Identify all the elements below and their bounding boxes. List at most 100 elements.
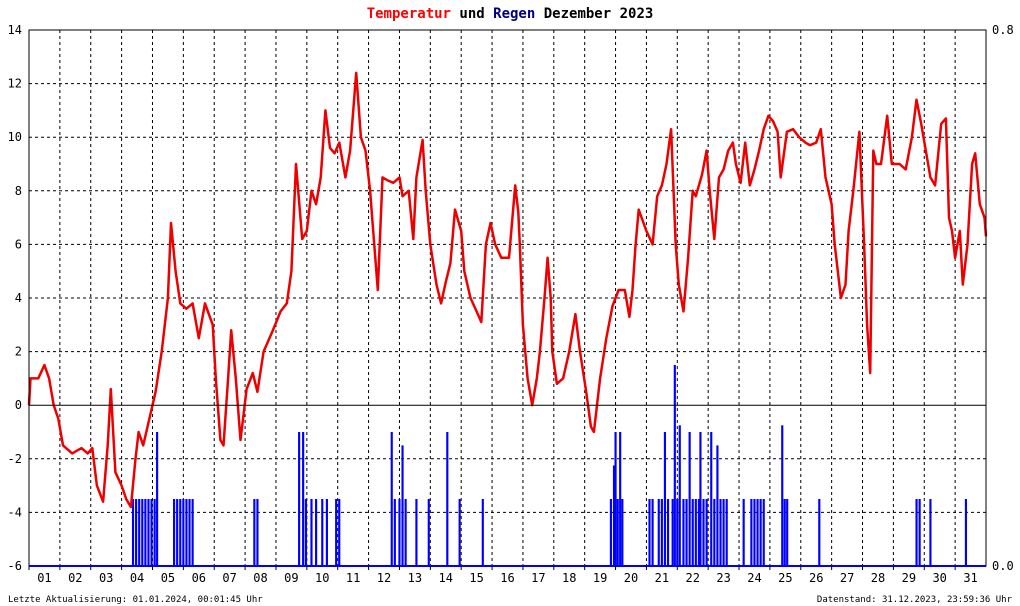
y-tick-label: 6 [15,237,22,251]
x-tick-label: 27 [840,571,854,585]
x-tick-label: 09 [284,571,298,585]
axes [28,29,987,570]
rain-bar [141,499,144,566]
rain-bar [710,432,713,566]
rain-bar [404,499,407,566]
rain-bar [691,499,694,566]
title-part-temperatur: Temperatur [367,6,451,22]
x-tick-label: 08 [253,571,267,585]
rain-bar [964,499,968,566]
rain-bar [685,499,688,566]
rain-bar [176,499,179,566]
rain-bar [138,499,141,566]
rain-bar [612,465,616,566]
x-tick-label: 12 [377,571,391,585]
rain-bar [401,445,404,566]
x-tick-label: 03 [99,571,113,585]
rain-bar [663,432,667,566]
x-tick-label: 11 [346,571,360,585]
x-tick-label: 07 [222,571,236,585]
y-tick-label: 12 [8,77,22,91]
footer-right: Datenstand: 31.12.2023, 23:59:36 Uhr [817,595,1013,605]
rain-bar [762,499,765,566]
rain-bar [481,499,484,566]
rain-bar [918,499,921,566]
y2-tick-label: 0.0 [992,559,1014,573]
x-tick-label: 30 [932,571,946,585]
rain-bar [415,499,418,566]
y-tick-label: 10 [8,130,22,144]
rain-bar [705,499,708,566]
title-part-month: Dezember 2023 [535,6,653,22]
rain-bar [713,499,716,566]
x-tick-label: 28 [871,571,885,585]
rain-bar [614,432,617,566]
rain-bar [673,365,676,566]
y-tick-label: -6 [8,559,22,573]
rain-bar [253,499,256,566]
temperature-series-line [27,71,988,509]
rain-bar [702,499,705,566]
rain-bar [716,445,719,566]
rain-bar [753,499,756,566]
x-tick-label: 06 [192,571,206,585]
x-tick-labels: 01 02 03 04 05 06 07 08 09 10 11 12 13 14 15 16 17 18 19 20… [37,571,978,585]
rain-bar [315,499,318,566]
rain-bar [781,425,784,566]
rain-bar [310,499,313,566]
rain-bar [786,499,789,566]
y2-tick-label: 0.8 [992,23,1014,37]
title-part-regen: Regen [493,6,535,22]
x-tick-label: 22 [685,571,699,585]
x-tick-label: 29 [902,571,916,585]
rain-bar [682,499,685,566]
rain-bar [699,432,702,566]
x-tick-label: 15 [469,571,483,585]
rain-bar [393,499,396,566]
rain-bar [135,499,138,566]
y-tick-label: 2 [15,345,22,359]
rain-bar [325,499,328,566]
rain-bar [648,499,651,566]
rain-bar [783,499,786,566]
rain-bar [818,499,821,566]
rain-bar [750,499,753,566]
rain-bar [427,499,430,566]
x-tick-label: 20 [624,571,638,585]
x-tick-label: 25 [778,571,792,585]
rain-bar [185,499,188,566]
rain-bar [657,499,660,566]
rain-bar [651,499,654,566]
rain-bar [621,499,624,566]
temperature-line [27,71,988,509]
rain-bar [619,432,622,566]
rain-bar [256,499,259,566]
rain-bar [398,499,401,566]
rain-bar [153,499,156,566]
y-tick-label: -4 [8,505,22,519]
y-tick-label: 4 [15,291,22,305]
y-tick-labels: 14 12 10 8 6 4 2 0 -2 -4 -6 [8,23,22,573]
x-tick-label: 02 [68,571,82,585]
rain-bar [694,499,697,566]
x-tick-label: 26 [809,571,823,585]
x-tick-label: 24 [747,571,761,585]
x-tick-label: 14 [439,571,453,585]
rain-bar [179,499,182,566]
x-tick-label: 23 [716,571,730,585]
rain-bar [671,499,674,566]
rain-bar [915,499,918,566]
rain-bar [188,499,191,566]
rain-bar [616,499,619,566]
rain-bar [725,499,728,566]
rain-bar [609,499,612,566]
x-tick-label: 18 [562,571,576,585]
rain-bar [144,499,147,566]
rain-bar [156,432,159,566]
x-tick-label: 16 [500,571,514,585]
rain-bar [688,432,691,566]
rain-bar [298,432,301,566]
rain-bar [338,499,341,566]
